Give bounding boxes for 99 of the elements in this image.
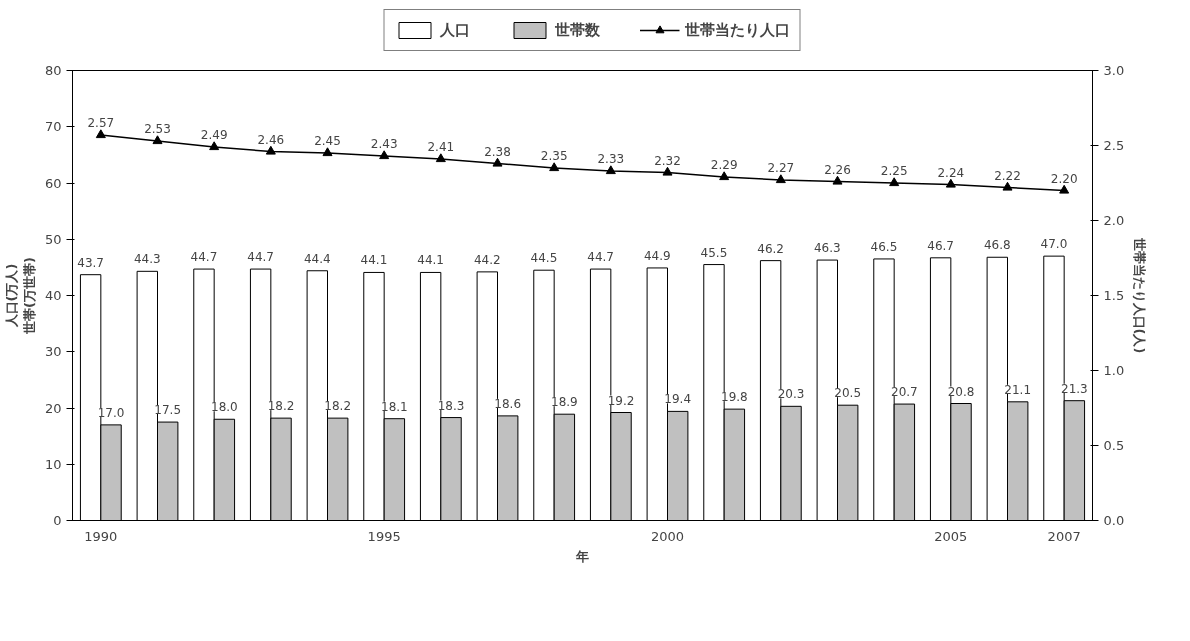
y-tick-label: 50 [44,231,62,247]
y2-tick-label: 0.0 [1103,513,1125,528]
legend-label: 人口 [439,20,470,40]
y-tick-label: 30 [44,344,62,360]
y-tick-label: 0 [53,513,62,528]
data-label: 44.3 [133,252,161,267]
data-label: 2.46 [257,132,285,147]
point [435,153,446,163]
data-label: 2.53 [144,122,171,136]
data-label: 2.32 [654,153,681,168]
data-label: 19.8 [721,390,748,405]
data-label: 44.7 [190,250,218,265]
data-label: 2.27 [767,161,795,175]
y2-tick-label: 1.0 [1103,363,1125,378]
point [605,165,616,175]
point [1002,181,1013,191]
y-tick-label: 70 [44,119,62,135]
point [492,157,503,167]
legend-label: 世帯数 [554,20,600,40]
y2-axis-title: 世帯当たり人口(人) [1132,236,1148,354]
data-label: 2.45 [314,134,341,148]
data-label: 44.9 [643,248,671,263]
data-label: 18.3 [437,398,465,413]
y-tick-label: 10 [44,456,62,472]
x-axis-title: 年 [575,548,589,564]
data-label: 18.2 [267,399,295,414]
data-label: 21.3 [1061,381,1088,396]
x-tick-label: 2005 [934,528,968,544]
point [379,150,390,160]
data-label: 46.7 [927,238,954,253]
data-label: 44.7 [587,250,614,265]
point [945,178,956,188]
data-label: 46.2 [757,241,784,256]
data-label: 18.0 [211,400,238,415]
data-label: 44.1 [417,253,444,268]
data-label: 18.2 [324,399,352,414]
data-label: 43.7 [77,255,104,270]
y2-tick-label: 1.5 [1103,288,1125,303]
data-label: 17.0 [97,405,125,420]
data-label: 20.5 [834,386,862,401]
data-label: 19.2 [607,393,635,408]
data-label: 20.7 [891,385,918,400]
data-label: 2.25 [880,164,908,178]
data-label: 21.1 [1004,382,1032,397]
point [549,162,560,172]
data-label: 46.8 [983,238,1011,253]
data-label: 2.20 [1050,171,1078,186]
data-label: 45.5 [700,245,728,260]
x-tick-label: 1990 [84,528,118,544]
data-label: 2.24 [937,165,965,180]
data-label: 20.8 [947,384,975,399]
y-tick-label: 20 [44,400,62,416]
y2-tick-label: 2.5 [1103,138,1125,153]
point [265,145,276,155]
point [719,171,730,181]
y-axis-title: 人口(万人) 世帯(万世帯) [3,257,37,335]
point [662,166,673,176]
data-label: 44.2 [473,252,501,267]
data-label: 20.3 [777,387,805,402]
data-label: 2.41 [427,140,455,154]
legend-label: 世帯当たり人口 [684,20,790,40]
data-label: 18.6 [494,396,522,411]
point [1059,184,1070,194]
y2-tick-label: 2.0 [1103,213,1125,228]
data-label: 46.3 [813,241,841,256]
point [152,135,163,145]
point [832,175,843,185]
data-label: 2.33 [597,152,625,166]
point [775,174,786,184]
data-label: 2.35 [540,149,568,163]
data-label: 2.43 [370,137,398,151]
data-label: 2.22 [994,168,1021,183]
point [889,177,900,187]
data-label: 2.38 [484,144,511,159]
data-label: 44.4 [303,251,331,266]
data-label: 44.1 [360,253,388,268]
data-label: 46.5 [870,239,898,254]
point [95,129,106,139]
data-label: 18.9 [551,395,578,410]
y-tick-label: 60 [44,175,62,191]
y2-tick-label: 0.5 [1103,438,1125,453]
data-label: 44.7 [247,250,274,265]
x-tick-label: 1995 [367,528,401,544]
data-label: 2.49 [200,128,228,142]
y2-tick-label: 3.0 [1103,63,1125,78]
point [322,147,333,157]
y-tick-label: 80 [44,63,62,78]
x-tick-label: 2007 [1047,528,1081,544]
data-label: 18.1 [381,399,408,414]
data-label: 2.29 [710,158,738,172]
data-label: 17.5 [154,403,182,418]
x-tick-label: 2000 [650,528,685,544]
data-label: 2.26 [824,162,851,177]
data-label: 47.0 [1040,237,1068,252]
data-label: 19.4 [664,392,692,407]
point [209,141,220,151]
y-tick-label: 40 [44,288,62,303]
data-label: 44.5 [530,251,558,266]
data-label: 2.57 [87,116,115,130]
